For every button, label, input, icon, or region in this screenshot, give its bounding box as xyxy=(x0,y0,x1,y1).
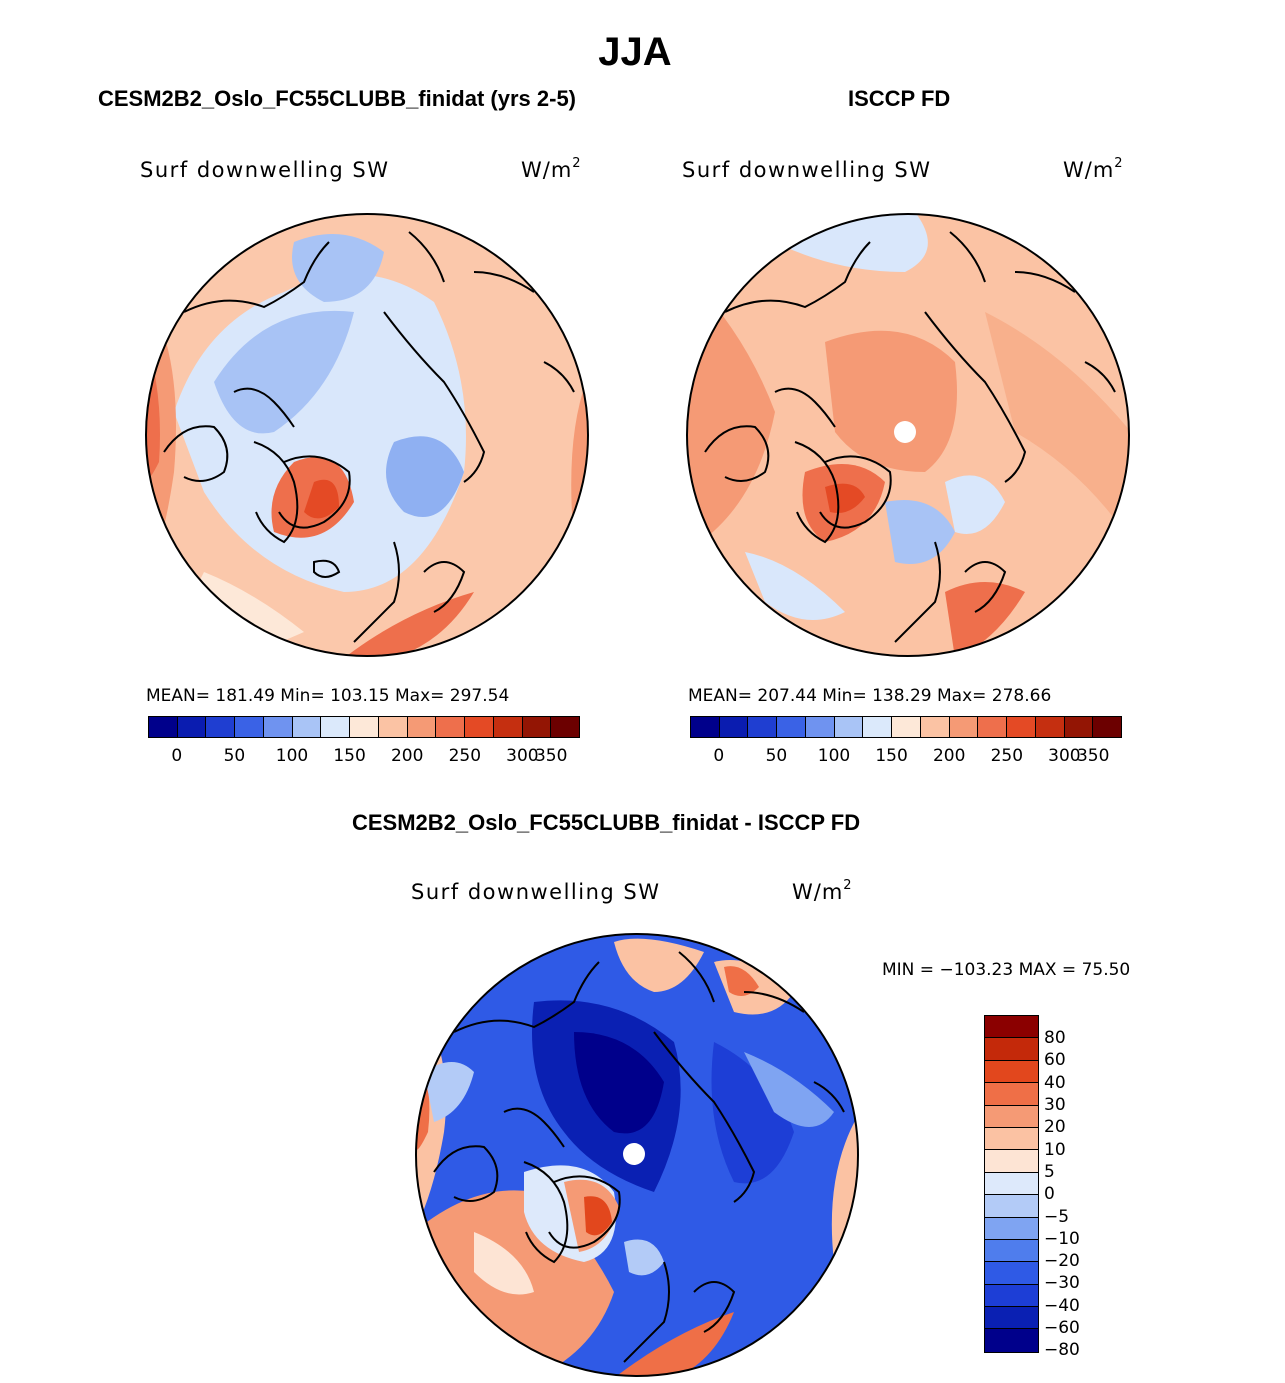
colorbar-swatch xyxy=(985,1105,1038,1128)
colorbar-tick: 350 xyxy=(534,746,568,766)
colorbar-swatch xyxy=(206,717,236,737)
colorbar-swatch xyxy=(551,717,580,737)
colorbar-swatch xyxy=(892,717,921,737)
colorbar-tick: 20 xyxy=(1044,1117,1066,1137)
colorbar-swatch xyxy=(985,1038,1038,1061)
colorbar-swatch xyxy=(985,1150,1038,1173)
panel-1-stats: MEAN= 181.49 Min= 103.15 Max= 297.54 xyxy=(146,686,510,706)
colorbar-swatch xyxy=(985,1016,1038,1039)
colorbar-tick: 0 xyxy=(713,746,725,766)
colorbar-swatch xyxy=(949,717,979,737)
panel-3-units: W/m2 xyxy=(792,878,853,904)
colorbar-swatch xyxy=(985,1284,1038,1308)
colorbar-swatch xyxy=(177,717,207,737)
colorbar-swatch xyxy=(1093,717,1122,737)
colorbar-swatch xyxy=(1007,717,1036,737)
panel-1-colorbar-ticks: 0 50 100 150 200 250 300 350 xyxy=(148,746,580,768)
colorbar-swatch xyxy=(985,1262,1038,1285)
colorbar-tick: 50 xyxy=(223,746,246,766)
panel-3-colorbar xyxy=(984,1015,1039,1353)
colorbar-tick: 5 xyxy=(1044,1162,1055,1182)
colorbar-tick: 0 xyxy=(171,746,183,766)
colorbar-tick: 300 xyxy=(506,746,539,766)
panel-2-units: W/m2 xyxy=(1063,156,1124,182)
colorbar-swatch xyxy=(235,717,264,737)
panel-2-variable-label: Surf downwelling SW xyxy=(682,158,932,182)
colorbar-swatch xyxy=(719,717,749,737)
colorbar-swatch xyxy=(748,717,778,737)
colorbar-swatch xyxy=(985,1127,1038,1151)
colorbar-swatch xyxy=(985,1217,1038,1240)
colorbar-swatch xyxy=(805,717,835,737)
panel-3-title: CESM2B2_Oslo_FC55CLUBB_finidat - ISCCP F… xyxy=(352,810,861,835)
panel-2-title: ISCCP FD xyxy=(848,86,951,111)
colorbar-tick: 150 xyxy=(333,746,366,766)
panel-3-polar-map xyxy=(415,933,859,1377)
colorbar-swatch xyxy=(985,1060,1038,1084)
colorbar-swatch xyxy=(350,717,379,737)
colorbar-tick: −30 xyxy=(1044,1273,1080,1293)
colorbar-tick: 250 xyxy=(448,746,482,766)
colorbar-swatch xyxy=(777,717,806,737)
colorbar-tick: 30 xyxy=(1044,1095,1066,1115)
colorbar-swatch xyxy=(985,1329,1038,1352)
colorbar-tick: 200 xyxy=(932,746,966,766)
colorbar-swatch xyxy=(985,1307,1038,1330)
colorbar-swatch xyxy=(407,717,437,737)
colorbar-swatch xyxy=(985,1239,1038,1263)
colorbar-swatch xyxy=(920,717,950,737)
colorbar-tick: 40 xyxy=(1044,1073,1066,1093)
colorbar-swatch xyxy=(985,1195,1038,1218)
colorbar-swatch xyxy=(1035,717,1065,737)
colorbar-swatch xyxy=(985,1083,1038,1106)
panel-3-variable-label: Surf downwelling SW xyxy=(411,880,661,904)
panel-1-title: CESM2B2_Oslo_FC55CLUBB_finidat (yrs 2-5) xyxy=(98,86,577,111)
colorbar-swatch xyxy=(263,717,293,737)
colorbar-tick: 150 xyxy=(875,746,908,766)
colorbar-tick: −20 xyxy=(1044,1251,1080,1271)
colorbar-tick: 350 xyxy=(1076,746,1110,766)
panel-2-colorbar-ticks: 0 50 100 150 200 250 300 350 xyxy=(690,746,1122,768)
colorbar-tick: 200 xyxy=(390,746,424,766)
colorbar-tick: −40 xyxy=(1044,1296,1080,1316)
colorbar-tick: 0 xyxy=(1044,1184,1055,1204)
colorbar-swatch xyxy=(522,717,552,737)
colorbar-tick: 60 xyxy=(1044,1050,1066,1070)
colorbar-swatch xyxy=(321,717,351,737)
colorbar-tick: −60 xyxy=(1044,1318,1080,1338)
colorbar-swatch xyxy=(378,717,408,737)
colorbar-swatch xyxy=(292,717,322,737)
colorbar-swatch xyxy=(436,717,466,737)
colorbar-tick: −80 xyxy=(1044,1340,1080,1360)
colorbar-tick: 80 xyxy=(1044,1028,1066,1048)
panel-1-units: W/m2 xyxy=(521,156,582,182)
colorbar-tick: 300 xyxy=(1048,746,1081,766)
colorbar-tick: 50 xyxy=(765,746,788,766)
colorbar-swatch xyxy=(465,717,494,737)
panel-1-polar-map xyxy=(145,213,589,657)
colorbar-swatch xyxy=(1064,717,1094,737)
colorbar-tick: 250 xyxy=(990,746,1024,766)
colorbar-swatch xyxy=(691,717,720,737)
colorbar-swatch xyxy=(493,717,523,737)
colorbar-tick: −10 xyxy=(1044,1229,1080,1249)
colorbar-tick: 100 xyxy=(817,746,851,766)
colorbar-swatch xyxy=(149,717,178,737)
panel-2-stats: MEAN= 207.44 Min= 138.29 Max= 278.66 xyxy=(688,686,1052,706)
colorbar-swatch xyxy=(863,717,893,737)
colorbar-swatch xyxy=(985,1172,1038,1196)
colorbar-tick: 100 xyxy=(275,746,309,766)
panel-1-colorbar xyxy=(148,716,580,738)
colorbar-swatch xyxy=(978,717,1008,737)
panel-3-stats: MIN = −103.23 MAX = 75.50 xyxy=(882,960,1131,980)
panel-1-variable-label: Surf downwelling SW xyxy=(140,158,390,182)
colorbar-tick: 10 xyxy=(1044,1140,1066,1160)
panel-2-polar-map xyxy=(686,213,1130,657)
panel-2-colorbar xyxy=(690,716,1122,738)
figure-title: JJA xyxy=(598,30,672,74)
colorbar-tick: −5 xyxy=(1044,1207,1070,1227)
colorbar-swatch xyxy=(834,717,864,737)
